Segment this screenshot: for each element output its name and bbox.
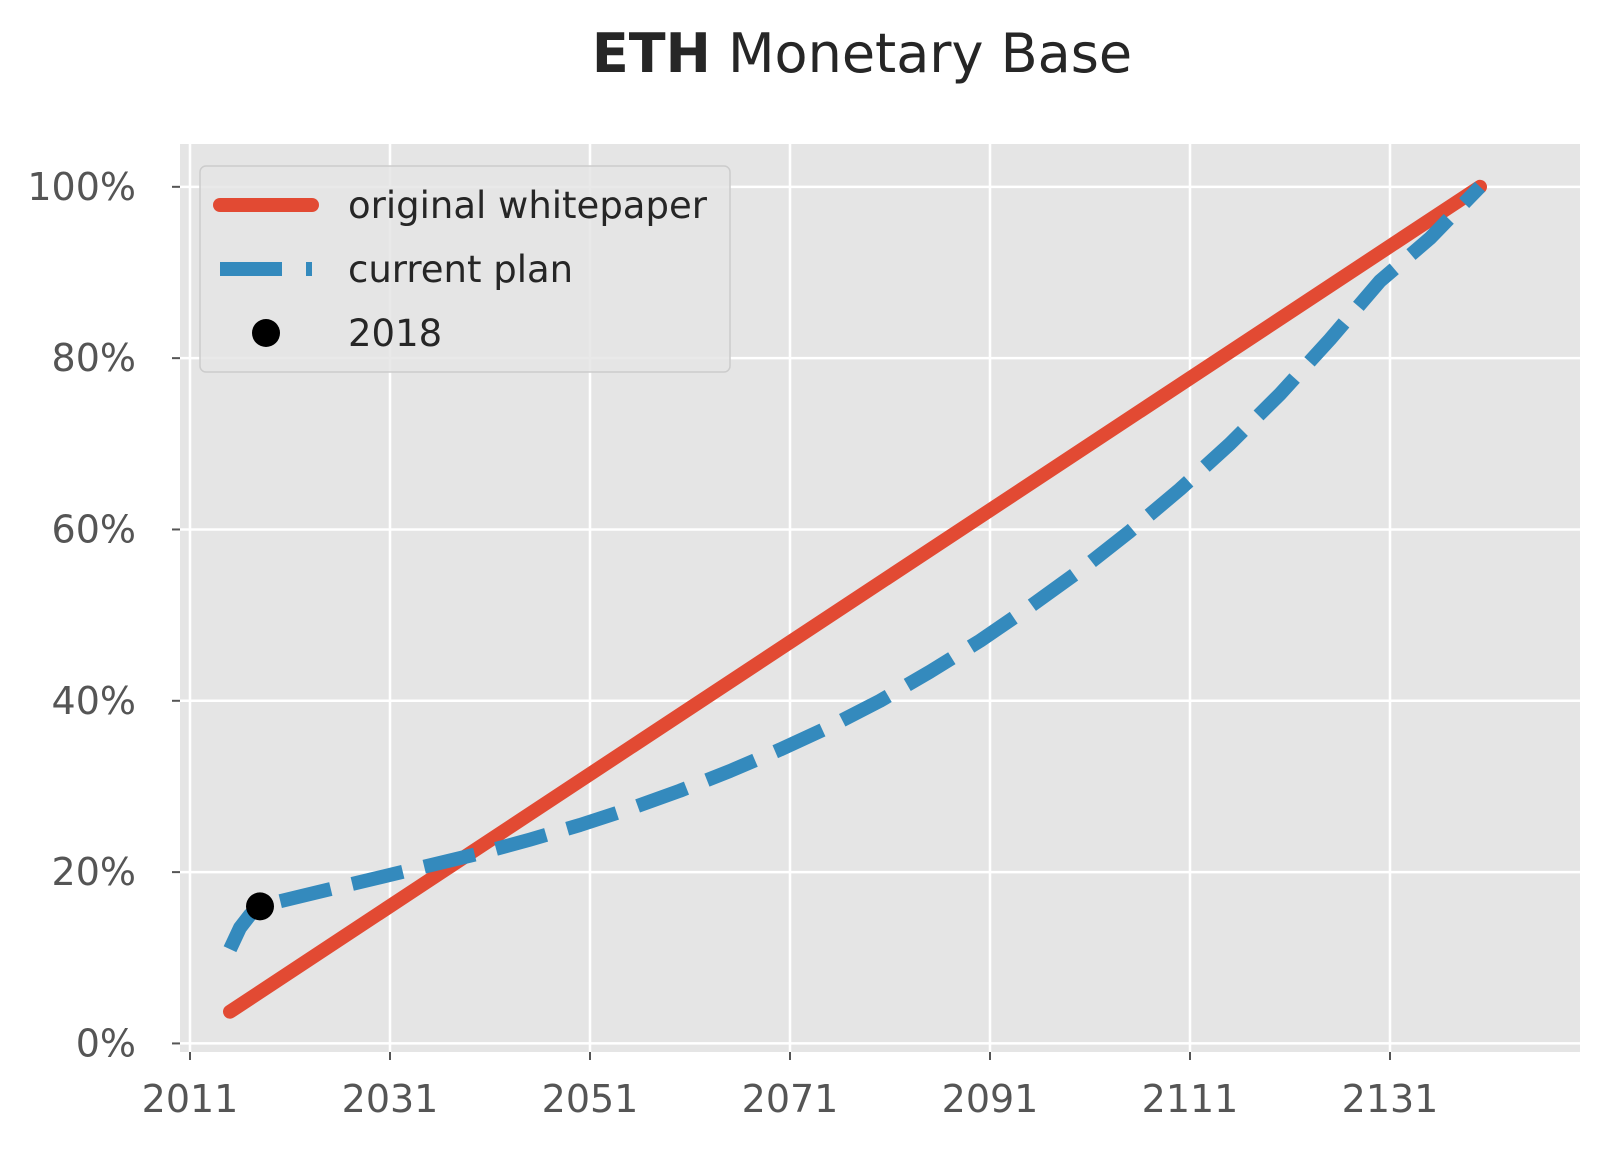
- marker-point: [246, 892, 274, 921]
- x-tick-label: 2011: [142, 1077, 239, 1121]
- chart-title: ETH Monetary Base: [592, 22, 1132, 85]
- series-layer: [223, 179, 1487, 1019]
- x-tick-label: 2111: [1142, 1077, 1239, 1121]
- legend-label: original whitepaper: [348, 184, 708, 227]
- x-tick-label: 2031: [342, 1077, 439, 1121]
- chart-title-rest: Monetary Base: [711, 22, 1132, 85]
- legend-label: current plan: [348, 248, 573, 291]
- series-line-current-plan: [223, 181, 1486, 953]
- x-tick-label: 2051: [542, 1077, 639, 1121]
- x-tick-label: 2071: [742, 1077, 839, 1121]
- y-tick-label: 80%: [52, 336, 136, 380]
- chart-title-bold: ETH: [592, 22, 711, 85]
- x-axis-ticks: 2011 2031 2051 2071 2091 2111 2131: [142, 1052, 1439, 1121]
- y-tick-label: 40%: [52, 679, 136, 723]
- y-tick-label: 60%: [52, 507, 136, 551]
- legend-label: 2018: [348, 312, 442, 355]
- x-tick-label: 2131: [1342, 1077, 1439, 1121]
- legend-swatch-2018: [252, 319, 280, 347]
- legend: original whitepaper current plan 2018: [199, 165, 731, 373]
- x-tick-label: 2091: [942, 1077, 1039, 1121]
- y-tick-label: 20%: [52, 850, 136, 894]
- y-tick-label: 100%: [27, 165, 136, 209]
- y-tick-label: 0%: [76, 1021, 136, 1065]
- legend-box: [199, 165, 731, 373]
- y-axis-ticks: 0% 20% 40% 60% 80% 100%: [27, 165, 180, 1065]
- series-line-original-whitepaper: [223, 179, 1487, 1019]
